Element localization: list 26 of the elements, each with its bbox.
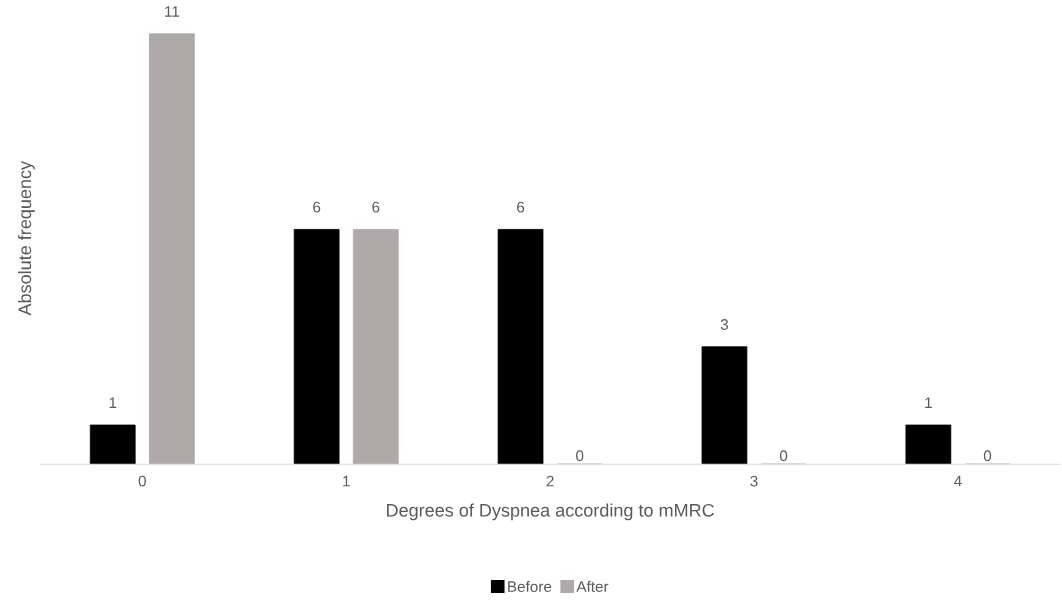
y-axis-title: Absolute frequency: [17, 160, 35, 316]
bar: [89, 424, 136, 465]
x-tick-label: 4: [954, 475, 962, 487]
x-tick-label: 1: [343, 475, 350, 487]
legend-label: Before: [508, 580, 552, 593]
bar: [701, 346, 748, 465]
bar: [149, 33, 195, 465]
x-axis-title: Degrees of Dyspnea according to mMRC: [387, 503, 715, 521]
bar: [497, 229, 544, 465]
data-label: 6: [372, 201, 380, 213]
data-label: 0: [779, 450, 788, 462]
legend-label: After: [576, 580, 609, 593]
data-label: 1: [109, 397, 117, 408]
data-label: 3: [720, 319, 729, 330]
data-label: 6: [517, 201, 525, 213]
x-tick-label: 2: [546, 475, 554, 487]
bar: [905, 424, 952, 465]
data-label: 6: [313, 201, 321, 213]
bar: [293, 229, 340, 465]
x-tick-label: 0: [138, 475, 146, 487]
bar: [352, 229, 399, 465]
data-label: 11: [165, 6, 180, 17]
data-label: 0: [983, 450, 992, 462]
data-label: 1: [925, 397, 932, 408]
data-label: 0: [576, 450, 584, 462]
x-tick-label: 3: [750, 475, 758, 487]
